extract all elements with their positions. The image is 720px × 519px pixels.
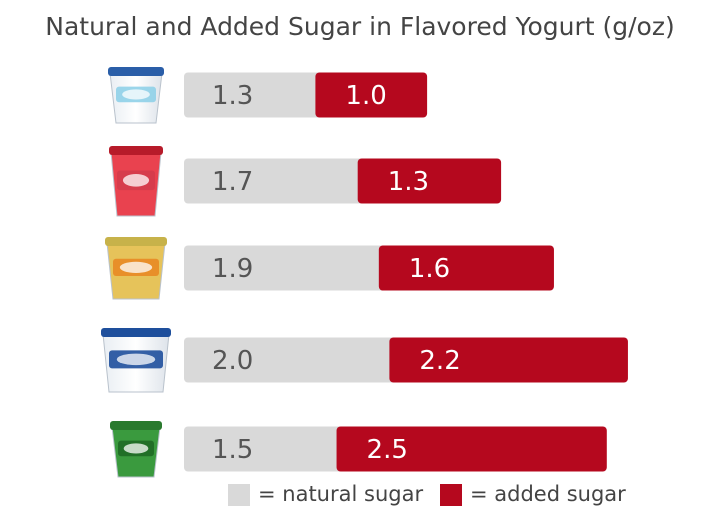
stacked-bar-chart: 1.3 1.0 1.7 1.3 1.9 1.6 2.0 2.2 1.5 2.5	[101, 67, 628, 478]
bar-added-1	[357, 158, 502, 204]
bar-added-4	[336, 426, 607, 472]
bar-natural-1	[184, 158, 364, 204]
activia-cup-icon	[110, 421, 162, 478]
legend-label-natural: = natural sugar	[258, 482, 424, 506]
stonyfield-cup-icon	[105, 237, 167, 300]
bar-natural-2	[184, 245, 385, 291]
legend-swatch-natural	[228, 484, 250, 506]
bar-natural-0	[184, 72, 322, 118]
bar-natural-4	[184, 426, 343, 472]
label-natural-1: 1.7	[212, 167, 253, 197]
legend-swatch-added	[440, 484, 462, 506]
bar-added-3	[389, 337, 628, 383]
bar-added-0	[315, 72, 428, 118]
bar-added-2	[378, 245, 554, 291]
label-natural-2: 1.9	[212, 254, 253, 284]
bar-natural-3	[184, 337, 396, 383]
yoplait-cup-icon	[109, 146, 163, 217]
chart-title: Natural and Added Sugar in Flavored Yogu…	[45, 12, 675, 41]
label-added-1: 1.3	[388, 167, 429, 197]
label-natural-3: 2.0	[212, 346, 253, 376]
label-added-0: 1.0	[345, 81, 386, 111]
label-natural-4: 1.5	[212, 435, 253, 465]
yogurt-cup-icon	[108, 67, 164, 124]
legend-label-added: = added sugar	[470, 482, 626, 506]
label-natural-0: 1.3	[212, 81, 253, 111]
label-added-3: 2.2	[419, 346, 460, 376]
dannon-cup-icon	[101, 328, 171, 393]
legend: = natural sugar = added sugar	[0, 480, 720, 512]
label-added-2: 1.6	[409, 254, 450, 284]
label-added-4: 2.5	[367, 435, 408, 465]
